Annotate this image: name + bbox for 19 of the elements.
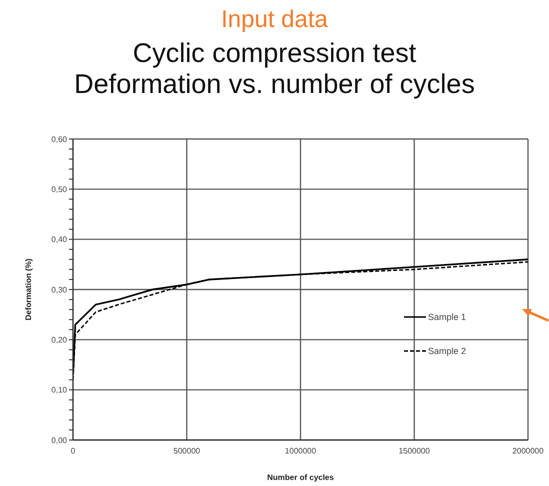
x-tick-label: 2000000 — [512, 446, 544, 456]
x-tick-label: 1000000 — [284, 446, 317, 456]
y-tick-label: 0,20 — [51, 336, 68, 345]
y-tick-label: 0,40 — [51, 235, 68, 244]
chart-subtitle: Deformation vs. number of cycles — [73, 69, 476, 100]
x-axis-title: Number of cycles — [267, 473, 334, 482]
y-tick-label: 0,10 — [51, 386, 68, 395]
chart-title: Cyclic compression test — [132, 38, 418, 69]
y-tick-label: 0,30 — [51, 285, 68, 294]
y-axis-title: Deformation (%) — [24, 258, 33, 320]
x-tick-label: 1500000 — [398, 446, 430, 456]
y-tick-label: 0,50 — [51, 185, 68, 194]
legend-label: Sample 1 — [428, 312, 466, 322]
legend-label: Sample 2 — [428, 346, 466, 356]
x-tick-label: 500000 — [173, 446, 201, 456]
text: Input data — [220, 5, 329, 35]
x-tick-label: 0 — [70, 446, 76, 456]
y-tick-label: 0,00 — [51, 436, 68, 445]
y-tick-label: 0,60 — [51, 134, 68, 144]
